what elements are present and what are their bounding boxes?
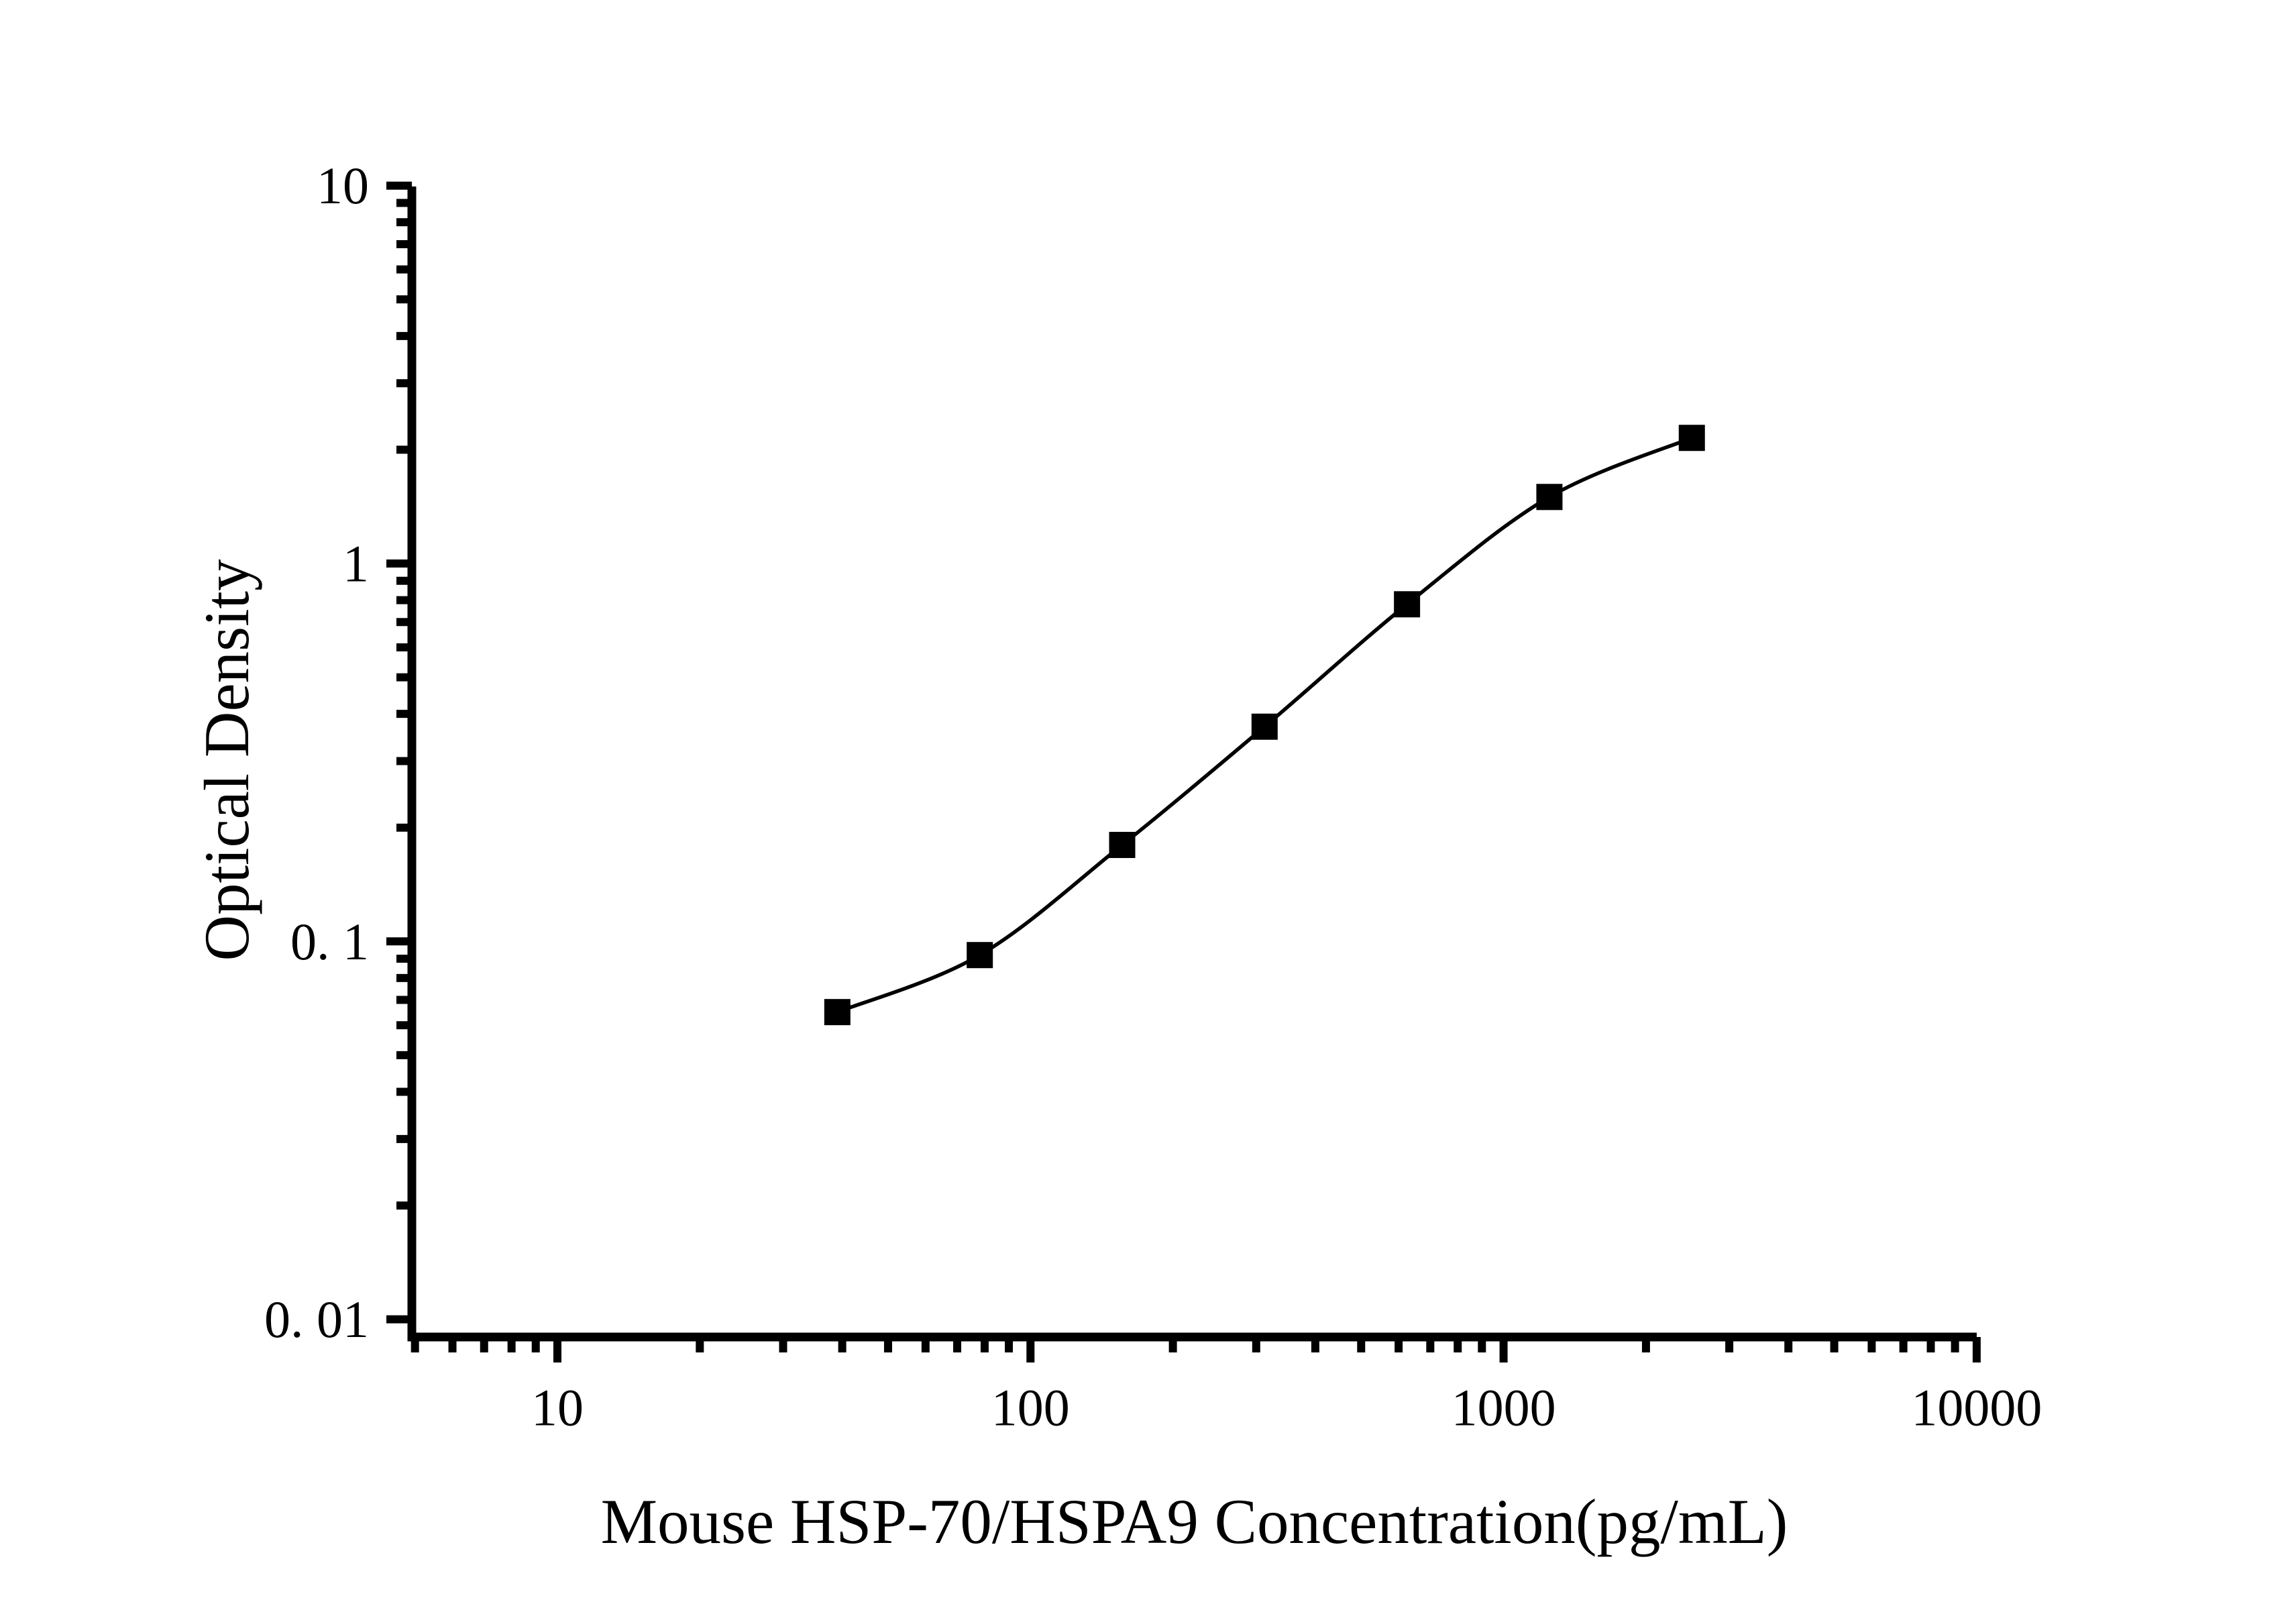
y-axis-title: Optical Density	[191, 559, 262, 961]
data-point-marker	[967, 942, 993, 969]
data-point-marker	[824, 999, 851, 1026]
x-tick-label: 1000	[1452, 1379, 1556, 1437]
data-point-marker	[1109, 832, 1136, 859]
y-tick-label: 10	[317, 156, 369, 215]
axis-frame	[407, 186, 1977, 1342]
data-point-markers	[824, 425, 1705, 1026]
data-point-marker	[1251, 713, 1278, 740]
axes	[407, 186, 1977, 1342]
x-axis-title: Mouse HSP-70/HSPA9 Concentration(pg/mL)	[600, 1486, 1788, 1557]
y-tick-label: 0. 1	[290, 912, 369, 971]
y-axis-ticks	[386, 181, 412, 1324]
x-tick-label: 10	[531, 1379, 584, 1437]
x-tick-label: 100	[991, 1379, 1070, 1437]
x-axis-ticks	[411, 1337, 1981, 1362]
y-axis-tick-labels: 10 1 0. 1 0. 01	[264, 156, 369, 1348]
data-point-marker	[1394, 591, 1421, 618]
y-tick-label: 0. 01	[264, 1290, 369, 1348]
x-tick-label: 10000	[1911, 1379, 2042, 1437]
data-point-marker	[1678, 425, 1705, 451]
y-tick-label: 1	[343, 535, 369, 593]
data-point-marker	[1536, 484, 1563, 511]
x-axis-tick-labels: 10 100 1000 10000	[531, 1379, 2042, 1437]
